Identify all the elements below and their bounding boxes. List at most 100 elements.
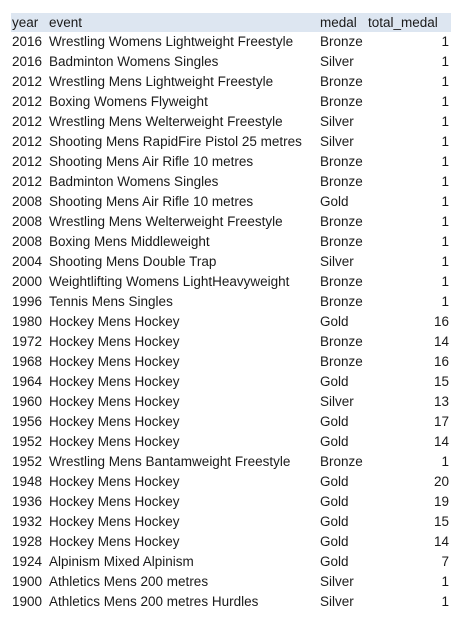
cell-total-medal[interactable]: 15 xyxy=(433,374,449,389)
cell-total-medal[interactable]: 1 xyxy=(441,594,449,609)
cell-medal[interactable]: Gold xyxy=(320,314,349,329)
cell-medal[interactable]: Bronze xyxy=(320,34,363,49)
cell-year[interactable]: 1968 xyxy=(12,354,43,369)
cell-event[interactable]: Wrestling Womens Lightweight Freestyle xyxy=(49,34,294,49)
cell-year[interactable]: 1952 xyxy=(12,434,43,449)
cell-year[interactable]: 2012 xyxy=(12,74,43,89)
cell-total-medal[interactable]: 1 xyxy=(441,274,449,289)
cell-year[interactable]: 2016 xyxy=(12,34,43,49)
cell-medal[interactable]: Bronze xyxy=(320,454,363,469)
cell-medal[interactable]: Silver xyxy=(320,394,354,409)
cell-event[interactable]: Badminton Womens Singles xyxy=(49,174,219,189)
cell-event[interactable]: Hockey Mens Hockey xyxy=(49,314,180,329)
cell-event[interactable]: Wrestling Mens Bantamweight Freestyle xyxy=(49,454,291,469)
cell-year[interactable]: 1900 xyxy=(12,594,43,609)
cell-total-medal[interactable]: 1 xyxy=(441,194,449,209)
cell-year[interactable]: 1948 xyxy=(12,474,43,489)
cell-year[interactable]: 1980 xyxy=(12,314,43,329)
cell-event[interactable]: Shooting Mens Air Rifle 10 metres xyxy=(49,194,254,209)
cell-year[interactable]: 2012 xyxy=(12,174,43,189)
cell-year[interactable]: 2012 xyxy=(12,134,43,149)
cell-total-medal[interactable]: 1 xyxy=(441,234,449,249)
cell-event[interactable]: Hockey Mens Hockey xyxy=(49,534,180,549)
cell-total-medal[interactable]: 14 xyxy=(433,334,449,349)
cell-total-medal[interactable]: 15 xyxy=(433,514,449,529)
cell-year[interactable]: 2008 xyxy=(12,194,43,209)
cell-medal[interactable]: Gold xyxy=(320,514,349,529)
cell-medal[interactable]: Bronze xyxy=(320,294,363,309)
cell-medal[interactable]: Bronze xyxy=(320,234,363,249)
cell-year[interactable]: 1936 xyxy=(12,494,43,509)
cell-event[interactable]: Boxing Mens Middleweight xyxy=(49,234,210,249)
cell-medal[interactable]: Silver xyxy=(320,594,354,609)
cell-event[interactable]: Hockey Mens Hockey xyxy=(49,394,180,409)
cell-year[interactable]: 2016 xyxy=(12,54,43,69)
cell-year[interactable]: 2008 xyxy=(12,234,43,249)
cell-total-medal[interactable]: 1 xyxy=(441,454,449,469)
cell-total-medal[interactable]: 1 xyxy=(441,94,449,109)
cell-total-medal[interactable]: 1 xyxy=(441,154,449,169)
cell-event[interactable]: Hockey Mens Hockey xyxy=(49,494,180,509)
cell-medal[interactable]: Silver xyxy=(320,54,354,69)
cell-medal[interactable]: Bronze xyxy=(320,154,363,169)
cell-medal[interactable]: Bronze xyxy=(320,74,363,89)
cell-total-medal[interactable]: 1 xyxy=(441,214,449,229)
cell-year[interactable]: 2012 xyxy=(12,114,43,129)
cell-event[interactable]: Wrestling Mens Welterweight Freestyle xyxy=(49,114,283,129)
cell-year[interactable]: 1932 xyxy=(12,514,43,529)
cell-event[interactable]: Hockey Mens Hockey xyxy=(49,474,180,489)
cell-total-medal[interactable]: 14 xyxy=(433,534,449,549)
cell-event[interactable]: Hockey Mens Hockey xyxy=(49,354,180,369)
cell-medal[interactable]: Gold xyxy=(320,474,349,489)
cell-year[interactable]: 1960 xyxy=(12,394,43,409)
cell-medal[interactable]: Bronze xyxy=(320,274,363,289)
cell-medal[interactable]: Silver xyxy=(320,134,354,149)
cell-medal[interactable]: Gold xyxy=(320,414,349,429)
cell-event[interactable]: Hockey Mens Hockey xyxy=(49,334,180,349)
cell-medal[interactable]: Bronze xyxy=(320,174,363,189)
header-event[interactable]: event xyxy=(49,15,83,30)
cell-year[interactable]: 2012 xyxy=(12,94,43,109)
cell-year[interactable]: 1996 xyxy=(12,294,43,309)
cell-event[interactable]: Shooting Mens Double Trap xyxy=(49,254,217,269)
cell-medal[interactable]: Gold xyxy=(320,554,349,569)
cell-year[interactable]: 1956 xyxy=(12,414,43,429)
cell-medal[interactable]: Silver xyxy=(320,574,354,589)
cell-year[interactable]: 2012 xyxy=(12,154,43,169)
cell-year[interactable]: 1928 xyxy=(12,534,43,549)
cell-total-medal[interactable]: 1 xyxy=(441,54,449,69)
header-total-medal[interactable]: total_medal xyxy=(368,15,438,30)
cell-event[interactable]: Shooting Mens RapidFire Pistol 25 metres xyxy=(49,134,302,149)
cell-total-medal[interactable]: 1 xyxy=(441,134,449,149)
cell-event[interactable]: Wrestling Mens Lightweight Freestyle xyxy=(49,74,274,89)
cell-total-medal[interactable]: 19 xyxy=(433,494,449,509)
cell-event[interactable]: Alpinism Mixed Alpinism xyxy=(49,554,194,569)
cell-total-medal[interactable]: 1 xyxy=(441,254,449,269)
cell-event[interactable]: Tennis Mens Singles xyxy=(49,294,173,309)
cell-year[interactable]: 1952 xyxy=(12,454,43,469)
cell-medal[interactable]: Silver xyxy=(320,254,354,269)
cell-medal[interactable]: Gold xyxy=(320,534,349,549)
cell-medal[interactable]: Bronze xyxy=(320,214,363,229)
cell-total-medal[interactable]: 16 xyxy=(433,314,449,329)
cell-event[interactable]: Hockey Mens Hockey xyxy=(49,434,180,449)
cell-year[interactable]: 1900 xyxy=(12,574,43,589)
cell-event[interactable]: Weightlifting Womens LightHeavyweight xyxy=(49,274,290,289)
cell-medal[interactable]: Gold xyxy=(320,194,349,209)
cell-year[interactable]: 1964 xyxy=(12,374,43,389)
cell-event[interactable]: Hockey Mens Hockey xyxy=(49,414,180,429)
cell-medal[interactable]: Bronze xyxy=(320,334,363,349)
cell-medal[interactable]: Bronze xyxy=(320,94,363,109)
cell-event[interactable]: Athletics Mens 200 metres xyxy=(49,574,209,589)
cell-event[interactable]: Shooting Mens Air Rifle 10 metres xyxy=(49,154,254,169)
cell-total-medal[interactable]: 1 xyxy=(441,294,449,309)
cell-total-medal[interactable]: 13 xyxy=(433,394,449,409)
cell-event[interactable]: Wrestling Mens Welterweight Freestyle xyxy=(49,214,283,229)
cell-total-medal[interactable]: 1 xyxy=(441,174,449,189)
header-year[interactable]: year xyxy=(12,15,39,30)
cell-event[interactable]: Hockey Mens Hockey xyxy=(49,374,180,389)
cell-year[interactable]: 1972 xyxy=(12,334,43,349)
cell-event[interactable]: Badminton Womens Singles xyxy=(49,54,219,69)
cell-event[interactable]: Hockey Mens Hockey xyxy=(49,514,180,529)
cell-total-medal[interactable]: 14 xyxy=(433,434,449,449)
